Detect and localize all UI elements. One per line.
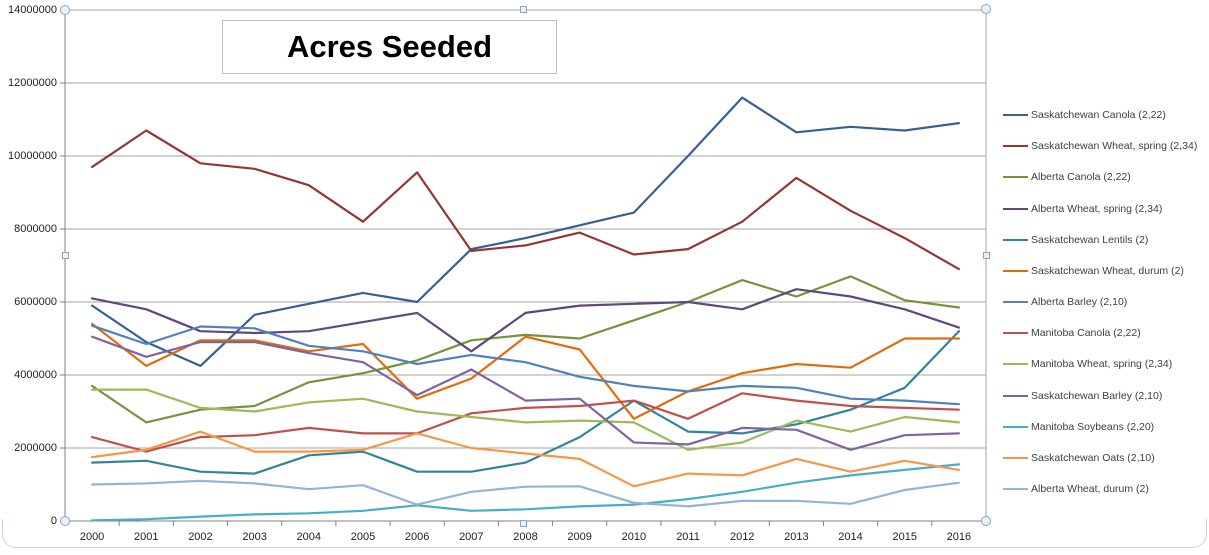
- legend-swatch-icon: [1003, 176, 1028, 179]
- legend-item[interactable]: Manitoba Soybeans (2,20): [1003, 420, 1154, 434]
- y-axis-label: 6000000: [14, 296, 57, 308]
- x-axis-label: 2001: [134, 531, 159, 543]
- legend-swatch-icon: [1003, 363, 1028, 366]
- series-line[interactable]: Alberta Wheat, spring (2,34): [90, 288, 961, 353]
- legend-label: Saskatchewan Wheat, durum (2): [1031, 264, 1184, 277]
- x-axis-label: 2003: [242, 531, 267, 543]
- y-axis-label: 12000000: [8, 77, 57, 89]
- legend-label: Manitoba Canola (2,22): [1031, 327, 1141, 340]
- x-axis-label: 2008: [513, 531, 538, 543]
- legend-item[interactable]: Alberta Barley (2,10): [1003, 295, 1127, 309]
- legend-item[interactable]: Saskatchewan Wheat, spring (2,34): [1003, 139, 1197, 153]
- legend-label: Saskatchewan Wheat, spring (2,34): [1031, 140, 1198, 153]
- legend-label: Saskatchewan Oats (2,10): [1031, 451, 1155, 464]
- x-axis-label: 2009: [567, 531, 592, 543]
- legend-label: Manitoba Soybeans (2,20): [1031, 420, 1155, 433]
- legend-swatch-icon: [1003, 456, 1028, 459]
- x-axis-label: 2015: [892, 531, 917, 543]
- x-axis-label: 2016: [946, 531, 972, 543]
- series-line[interactable]: Saskatchewan Barley (2,10): [90, 335, 961, 451]
- series-line[interactable]: Alberta Barley (2,10): [90, 324, 961, 406]
- legend-item[interactable]: Saskatchewan Barley (2,10): [1003, 389, 1162, 403]
- legend-label: Saskatchewan Canola (2,22): [1031, 109, 1166, 121]
- legend-swatch-icon: [1003, 114, 1028, 116]
- chart-title: Acres Seeded: [286, 29, 493, 64]
- legend-item[interactable]: Saskatchewan Canola (2,22): [1003, 108, 1166, 122]
- legend-swatch-icon: [1003, 145, 1028, 148]
- y-axis-label: 14000000: [8, 4, 57, 16]
- legend-swatch-icon: [1003, 425, 1028, 428]
- legend-swatch-icon: [1003, 301, 1028, 304]
- legend-item[interactable]: Alberta Canola (2,22): [1003, 170, 1131, 184]
- legend-label: Alberta Wheat, durum (2): [1031, 483, 1149, 496]
- legend-item[interactable]: Manitoba Wheat, spring (2,34): [1003, 357, 1172, 371]
- y-axis-label: 8000000: [14, 223, 57, 235]
- legend-label: Alberta Canola (2,22): [1031, 171, 1131, 184]
- selection-handle-top-middle[interactable]: [519, 5, 527, 13]
- x-axis-label: 2007: [459, 531, 484, 543]
- selection-handle-middle-right[interactable]: [982, 251, 990, 259]
- legend-label: Saskatchewan Barley (2,10): [1031, 389, 1163, 402]
- x-axis-label: 2004: [296, 531, 322, 543]
- legend-item[interactable]: Alberta Wheat, durum (2): [1003, 482, 1149, 496]
- legend-swatch-icon: [1003, 269, 1028, 272]
- x-axis-label: 2002: [188, 531, 213, 543]
- selection-handle-bottom-middle[interactable]: [519, 519, 527, 527]
- y-axis-label: 0: [50, 515, 57, 527]
- series-line[interactable]: Manitoba Wheat, spring (2,34): [90, 388, 961, 451]
- selection-handle-top-right[interactable]: [981, 4, 991, 14]
- selection-handle-top-left[interactable]: [60, 5, 70, 15]
- legend-item[interactable]: Saskatchewan Oats (2,10): [1003, 451, 1155, 465]
- series-line[interactable]: Manitoba Soybeans (2,20): [90, 463, 961, 522]
- series-line[interactable]: Alberta Canola (2,22): [90, 275, 961, 424]
- x-axis-label: 2012: [729, 531, 755, 543]
- legend-swatch-icon: [1003, 207, 1028, 210]
- legend-item[interactable]: Saskatchewan Wheat, durum (2): [1003, 264, 1184, 278]
- legend-item[interactable]: Saskatchewan Lentils (2): [1003, 233, 1148, 247]
- legend-label: Manitoba Wheat, spring (2,34): [1031, 358, 1173, 371]
- legend-label: Saskatchewan Lentils (2): [1031, 233, 1149, 246]
- selection-handle-middle-left[interactable]: [61, 251, 69, 259]
- y-axis-label: 2000000: [14, 442, 57, 454]
- legend-swatch-icon: [1003, 332, 1028, 335]
- legend-label: Alberta Wheat, spring (2,34): [1031, 202, 1163, 215]
- series-line[interactable]: Saskatchewan Lentils (2): [90, 330, 961, 475]
- legend-swatch-icon: [1003, 488, 1028, 491]
- x-axis-label: 2011: [676, 531, 700, 543]
- selection-handle-bottom-left[interactable]: [60, 516, 70, 526]
- x-axis-label: 2010: [621, 531, 647, 543]
- series-line[interactable]: Alberta Wheat, durum (2): [90, 479, 961, 508]
- series-line[interactable]: Saskatchewan Canola (2,22): [90, 96, 961, 367]
- x-axis-label: 2014: [838, 531, 863, 543]
- legend-item[interactable]: Manitoba Canola (2,22): [1003, 326, 1141, 340]
- x-axis-label: 2006: [404, 531, 430, 543]
- x-axis-label: 2005: [350, 531, 376, 543]
- legend-label: Alberta Barley (2,10): [1031, 296, 1128, 309]
- legend-swatch-icon: [1003, 238, 1028, 241]
- chart-object-border: [2, 519, 1207, 548]
- chart-title-box[interactable]: Acres Seeded: [222, 20, 557, 74]
- legend-item[interactable]: Alberta Wheat, spring (2,34): [1003, 202, 1162, 216]
- x-axis-label: 2000: [79, 531, 105, 543]
- series-line[interactable]: Saskatchewan Wheat, durum (2): [90, 322, 961, 420]
- series-line[interactable]: Saskatchewan Oats (2,10): [90, 430, 961, 488]
- legend-swatch-icon: [1003, 394, 1028, 397]
- series-line[interactable]: Manitoba Canola (2,22): [90, 392, 961, 453]
- x-axis-label: 2013: [784, 531, 809, 543]
- y-axis-label: 4000000: [14, 369, 57, 381]
- series-line[interactable]: Saskatchewan Wheat, spring (2,34): [90, 129, 961, 271]
- y-axis-label: 10000000: [8, 150, 57, 162]
- selection-handle-bottom-right[interactable]: [981, 516, 991, 526]
